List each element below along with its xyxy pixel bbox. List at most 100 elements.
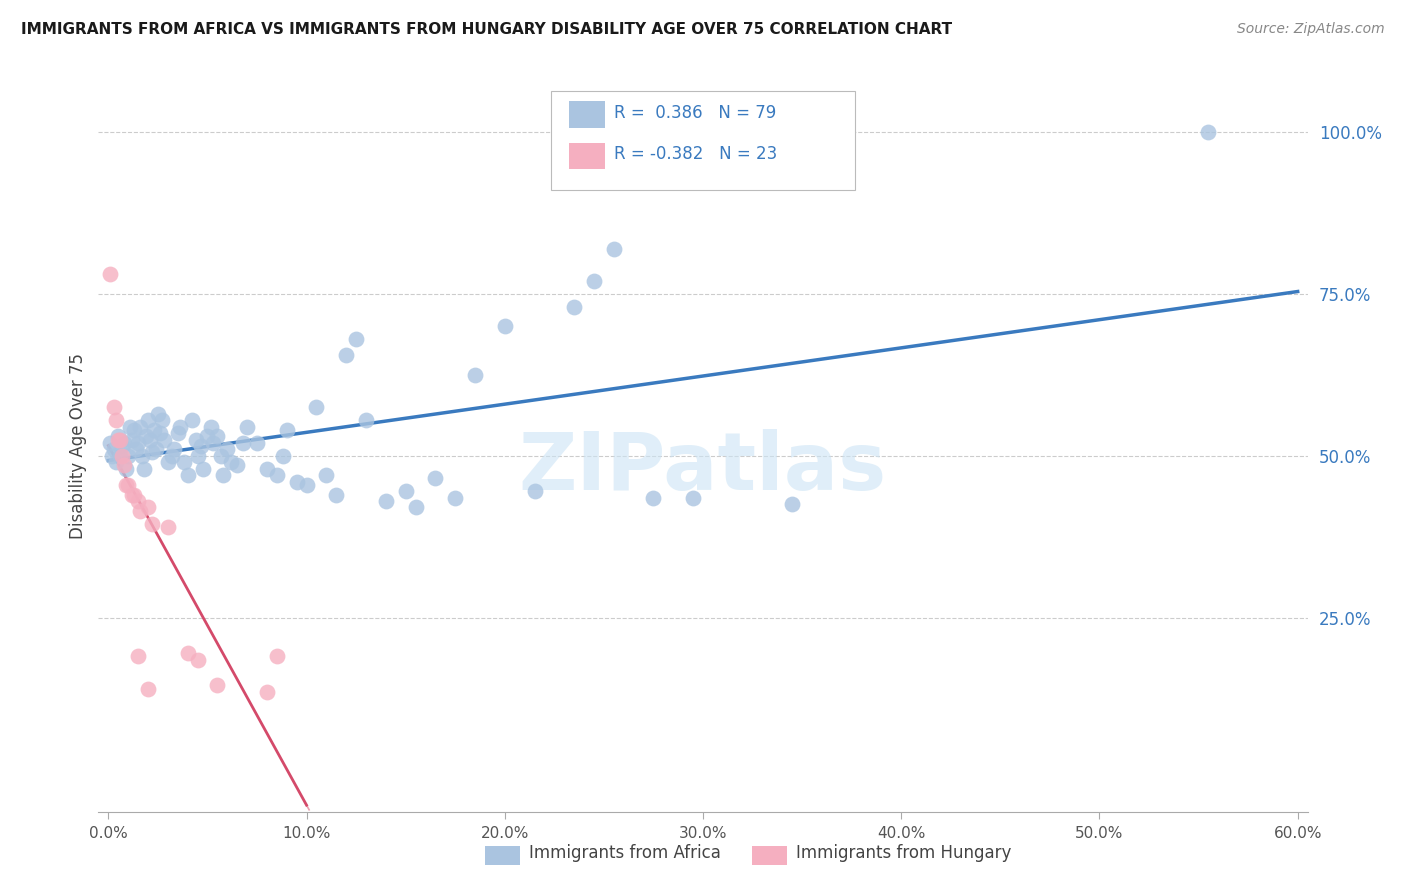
Text: ZIPatlas: ZIPatlas [519,429,887,507]
Point [112,458,135,473]
Point [315,468,337,483]
Point [184,433,207,447]
Point [207,678,229,692]
Point [285,475,308,489]
Point [115,461,138,475]
Point [207,429,229,443]
Point [217,442,239,457]
Point [117,449,139,463]
Text: IMMIGRANTS FROM AFRICA VS IMMIGRANTS FROM HUNGARY DISABILITY AGE OVER 75 CORRELA: IMMIGRANTS FROM AFRICA VS IMMIGRANTS FRO… [21,22,952,37]
Point [582,274,605,288]
Point [101,449,124,463]
Point [405,500,427,515]
Point [246,435,269,450]
Point [212,468,235,483]
Point [176,468,198,483]
Point [150,413,173,427]
Point [226,458,249,473]
Point [354,413,377,427]
Point [129,504,152,518]
Point [173,455,195,469]
Point [98,435,121,450]
Point [197,429,219,443]
Point [166,425,188,440]
Point [425,471,447,485]
Point [107,429,129,443]
Point [780,497,803,511]
Point [141,516,163,531]
Point [141,445,163,459]
Point [149,425,172,440]
Point [494,319,516,334]
Point [180,413,202,427]
Point [107,433,129,447]
Point [325,487,347,501]
Point [186,652,208,666]
Point [135,429,157,443]
Point [464,368,486,382]
Point [131,449,153,463]
Point [127,494,149,508]
Point [190,439,212,453]
Point [136,413,159,427]
Point [146,407,169,421]
Text: R = -0.382   N = 23: R = -0.382 N = 23 [614,145,778,163]
Point [120,419,142,434]
Point [395,484,418,499]
Point [374,494,396,508]
Point [603,242,626,256]
Y-axis label: Disability Age Over 75: Disability Age Over 75 [69,353,87,539]
Point [219,455,242,469]
Point [232,435,254,450]
Point [136,500,159,515]
Point [271,449,294,463]
Point [156,455,179,469]
Point [132,461,155,475]
Point [127,435,149,450]
Point [176,646,198,660]
Point [125,442,148,457]
Point [110,449,132,463]
Point [129,419,152,434]
Point [643,491,665,505]
Point [266,468,288,483]
Text: R =  0.386   N = 79: R = 0.386 N = 79 [614,104,776,122]
Point [209,449,232,463]
Point [103,400,125,414]
Point [145,442,167,457]
Point [193,461,215,475]
Point [103,442,125,457]
Point [236,419,259,434]
Point [1198,125,1220,139]
Point [344,332,367,346]
Point [110,433,132,447]
Point [200,419,222,434]
Point [136,681,159,696]
Point [186,449,208,463]
Point [169,419,191,434]
Point [523,484,546,499]
Text: Source: ZipAtlas.com: Source: ZipAtlas.com [1237,22,1385,37]
Point [153,433,176,447]
Point [444,491,467,505]
Point [305,400,328,414]
Point [160,449,183,463]
Point [256,685,278,699]
Point [156,520,179,534]
Point [105,455,128,469]
Point [98,268,121,282]
Point [112,435,135,450]
Point [122,423,145,437]
Point [121,433,143,447]
Point [266,649,288,664]
Point [562,300,585,314]
Point [121,487,143,501]
Point [142,423,165,437]
Text: Immigrants from Africa: Immigrants from Africa [529,844,720,862]
Point [335,348,357,362]
Point [256,461,278,475]
Point [111,449,134,463]
Point [105,413,128,427]
Point [139,433,162,447]
Point [127,649,149,664]
